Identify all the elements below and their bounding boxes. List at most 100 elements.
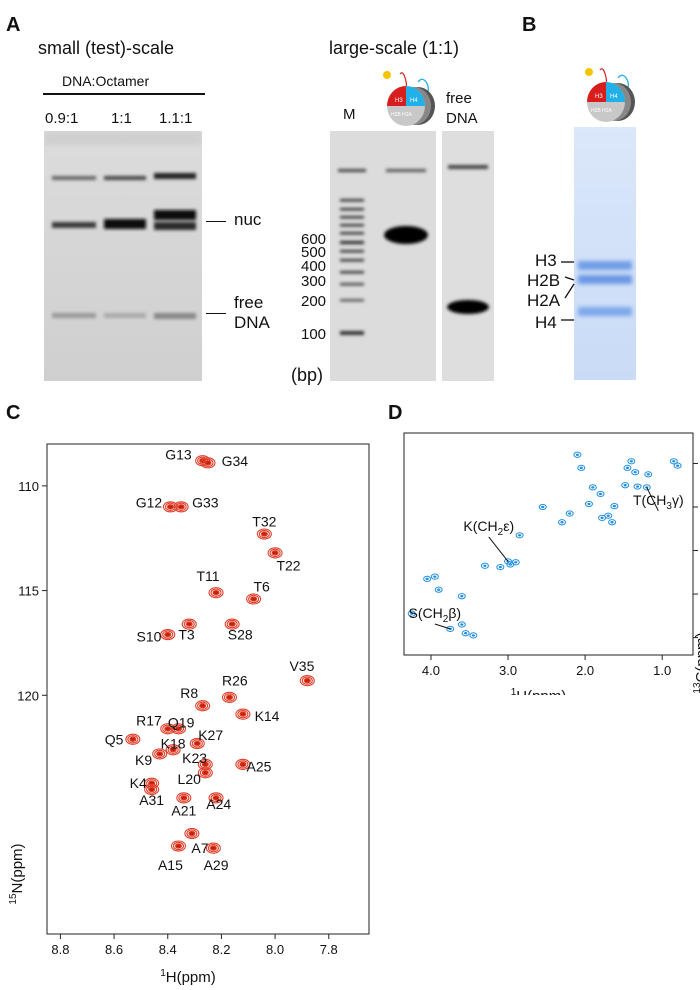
large-scale-gel — [330, 131, 436, 381]
panel-a-letter: A — [6, 14, 21, 36]
hsqc-peak-label: A31 — [139, 792, 164, 808]
hsqc-xtick-label: 8.8 — [51, 942, 69, 957]
hsqc-peak-label: T32 — [252, 513, 276, 529]
hmqc-peak — [644, 471, 653, 478]
hmqc-annotation-line — [646, 487, 659, 512]
ladder-400: 400 — [301, 258, 327, 275]
hmqc-peak — [469, 632, 478, 639]
hsqc-peak-label: T6 — [253, 578, 270, 594]
hmqc-annotation-line — [488, 536, 509, 562]
cartoon-b-h2b-h2a-label: H2B H2A — [591, 108, 613, 114]
hsqc-peak — [208, 792, 224, 804]
hmqc-peak — [407, 610, 416, 617]
hsqc-peak-label: R26 — [222, 673, 248, 689]
hsqc-peak-label: R17 — [136, 712, 162, 728]
hmqc-peak — [423, 575, 432, 582]
hsqc-peak — [173, 501, 189, 513]
hmqc-frame — [403, 432, 694, 656]
small-scale-gel — [44, 131, 202, 381]
hsqc-peak — [160, 723, 176, 735]
hsqc-peak — [256, 528, 272, 540]
hsqc-peak-label: K27 — [198, 727, 223, 743]
hmqc-peak — [565, 510, 574, 517]
hmqc-peak — [631, 469, 640, 476]
hmqc-xtick-label: 2.0 — [576, 663, 594, 678]
hsqc-ytick-label: 115 — [18, 584, 39, 599]
band-h3: H3 — [535, 251, 557, 270]
hsqc-peak — [205, 842, 221, 854]
hsqc-xtick-label: 8.2 — [212, 942, 230, 957]
lane-label-0: 0.9:1 — [45, 110, 79, 127]
ladder-600: 600 — [301, 231, 327, 248]
hmqc-peak — [621, 482, 630, 489]
cartoon-h4-label: H4 — [410, 98, 418, 104]
hsqc-peak — [299, 675, 315, 687]
hsqc-peak — [184, 827, 200, 840]
hsqc-peak — [144, 783, 160, 796]
hsqc-peak — [200, 457, 216, 469]
band-pointers — [561, 261, 575, 321]
hmqc-xtick-label: 4.0 — [422, 663, 440, 678]
lane-label-2: 1.1:1 — [159, 110, 193, 127]
hsqc-peak-label: A24 — [206, 796, 231, 812]
hmqc-annotation-line — [434, 623, 451, 630]
ratio-header: DNA:Octamer — [62, 73, 150, 89]
hsqc-ytick-label: 120 — [17, 688, 39, 703]
hsqc-peak-label: A29 — [204, 857, 229, 873]
hsqc-peak — [197, 767, 213, 779]
nucleosome-cartoon-icon-b: H3 H4 H2B H2A — [585, 68, 635, 122]
hsqc-peak-label: Q19 — [168, 715, 195, 731]
ratio-underline — [43, 93, 205, 95]
hsqc-peak-label: A21 — [171, 802, 196, 818]
hsqc-frame — [46, 443, 370, 935]
ladder-200: 200 — [301, 293, 327, 310]
hsqc-peak — [162, 501, 178, 513]
hsqc-peak-label: L20 — [178, 771, 202, 787]
nuc-label: nuc — [234, 210, 262, 229]
hmqc-annotation: T(CH3γ) — [633, 492, 684, 512]
hsqc-xtick-label: 8.0 — [266, 942, 284, 957]
hsqc-peak — [195, 700, 211, 712]
hsqc-peak-label: K23 — [182, 750, 207, 766]
hsqc-peak — [160, 628, 176, 641]
hsqc-peak — [224, 618, 240, 630]
band-h2b: H2B — [527, 271, 561, 290]
hsqc-peak — [235, 758, 251, 770]
hmqc-spectrum: 4.03.02.01.020304050601H(ppm)13C(ppm)K(C… — [403, 432, 700, 695]
hmqc-peak — [577, 464, 586, 471]
panel-c-letter: C — [6, 402, 21, 424]
hsqc-peak — [165, 744, 181, 756]
nuc-pointer — [206, 221, 226, 223]
gel-band — [104, 176, 146, 318]
hsqc-peak-label: S28 — [228, 627, 253, 643]
hsqc-peak — [125, 733, 141, 745]
ladder-500: 500 — [301, 244, 327, 261]
hsqc-peak-label: G12 — [136, 495, 163, 511]
hmqc-peak — [610, 503, 619, 510]
small-scale-title: small (test)-scale — [38, 38, 175, 58]
hmqc-xtick-label: 1.0 — [653, 663, 671, 678]
large-scale-title: large-scale (1:1) — [329, 38, 460, 58]
hsqc-peak-label: A25 — [247, 758, 272, 774]
hsqc-spectrum: 8.8 8.6 8.4 8.2 8.0 7.8 110 115 120 1H(ppm) 15N(pp… — [8, 443, 370, 986]
free-dna-gel — [442, 131, 494, 381]
hmqc-peak — [598, 514, 607, 521]
hmqc-peak — [557, 519, 566, 526]
hmqc-peak — [573, 451, 582, 458]
hmqc-peak — [588, 484, 597, 491]
hsqc-xtick-label: 8.4 — [159, 942, 177, 957]
hsqc-peak-label: G13 — [165, 446, 192, 462]
hsqc-ylabel: 15N(ppm) — [8, 843, 26, 904]
nucleosome-cartoon-icon: H3 H4 H2B H2A — [383, 71, 435, 126]
hmqc-peak — [669, 458, 678, 465]
ladder-300: 300 — [301, 273, 327, 290]
ladder-100: 100 — [301, 326, 327, 343]
hsqc-peak-label: T11 — [196, 568, 219, 584]
cartoon-h3-label: H3 — [395, 98, 403, 104]
hsqc-peak-label: K4 — [130, 775, 147, 791]
hmqc-peak — [596, 490, 605, 498]
free-label-1: free — [234, 293, 264, 312]
hmqc-peak — [633, 483, 642, 490]
gel-band — [154, 173, 196, 319]
hmqc-peak — [430, 573, 439, 580]
